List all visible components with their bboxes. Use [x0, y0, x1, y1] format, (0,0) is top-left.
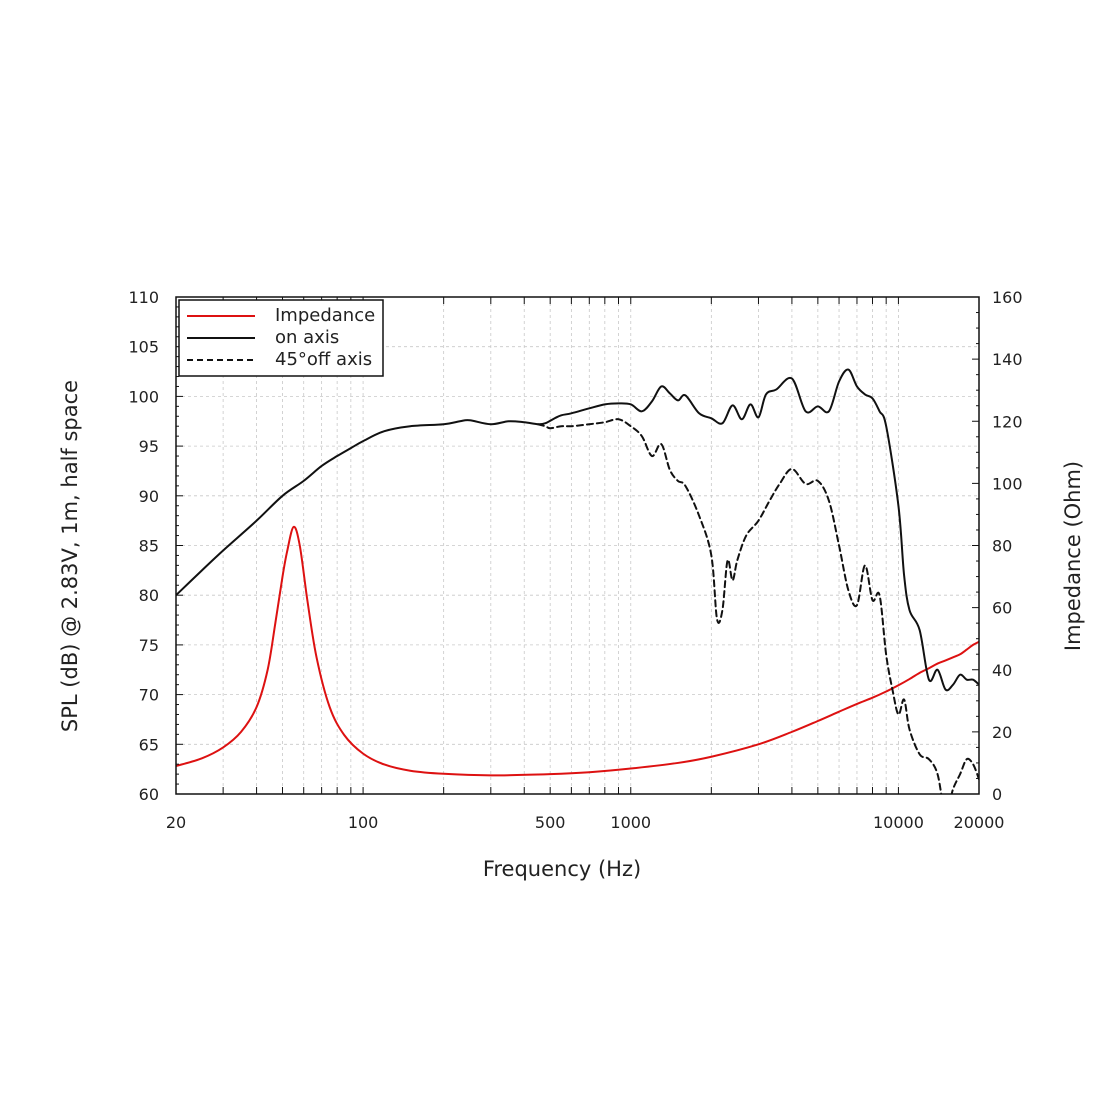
y-tick-label: 90: [139, 487, 159, 506]
y-tick-label: 95: [139, 437, 159, 456]
x-axis-label: Frequency (Hz): [483, 857, 641, 881]
y-tick-label: 100: [128, 387, 159, 406]
y-tick-label: 75: [139, 636, 159, 655]
y2-axis-label: Impedance (Ohm): [1061, 461, 1085, 651]
legend: Impedance on axis 45°off axis: [178, 299, 384, 377]
axis-ticks: [176, 296, 979, 795]
y2-tick-label: 120: [992, 412, 1023, 431]
y-tick-label: 105: [128, 338, 159, 357]
x-tick-label: 1000: [610, 813, 651, 832]
x-tick-label: 100: [348, 813, 379, 832]
y2-tick-label: 160: [992, 288, 1023, 307]
y-tick-label: 70: [139, 686, 159, 705]
y2-tick-label: 60: [992, 599, 1012, 618]
y-tick-label: 65: [139, 735, 159, 754]
x-tick-label: 500: [535, 813, 566, 832]
off-axis-line: [536, 418, 979, 794]
y2-tick-label: 100: [992, 474, 1023, 493]
on-axis-line: [176, 368, 979, 692]
x-tick-label: 20000: [954, 813, 1005, 832]
legend-label-on-axis: on axis: [275, 327, 339, 348]
y2-tick-label: 80: [992, 537, 1012, 556]
tick-labels: 20 100 500 1000 10000 20000606570758085909510…: [128, 288, 1022, 832]
y-axis-label: SPL (dB) @ 2.83V, 1m, half space: [58, 380, 82, 732]
y2-tick-label: 0: [992, 785, 1002, 804]
series-layer: [176, 368, 979, 794]
impedance-line: [176, 525, 979, 777]
y-tick-label: 110: [128, 288, 159, 307]
legend-label-off-axis: 45°off axis: [275, 349, 372, 370]
y-tick-label: 85: [139, 537, 159, 556]
y-tick-label: 80: [139, 586, 159, 605]
y2-tick-label: 40: [992, 661, 1012, 680]
x-tick-label: 20: [166, 813, 186, 832]
x-tick-label: 10000: [873, 813, 924, 832]
y-tick-label: 60: [139, 785, 159, 804]
y2-tick-label: 20: [992, 723, 1012, 742]
legend-label-impedance: Impedance: [275, 305, 375, 326]
y2-tick-label: 140: [992, 350, 1023, 369]
